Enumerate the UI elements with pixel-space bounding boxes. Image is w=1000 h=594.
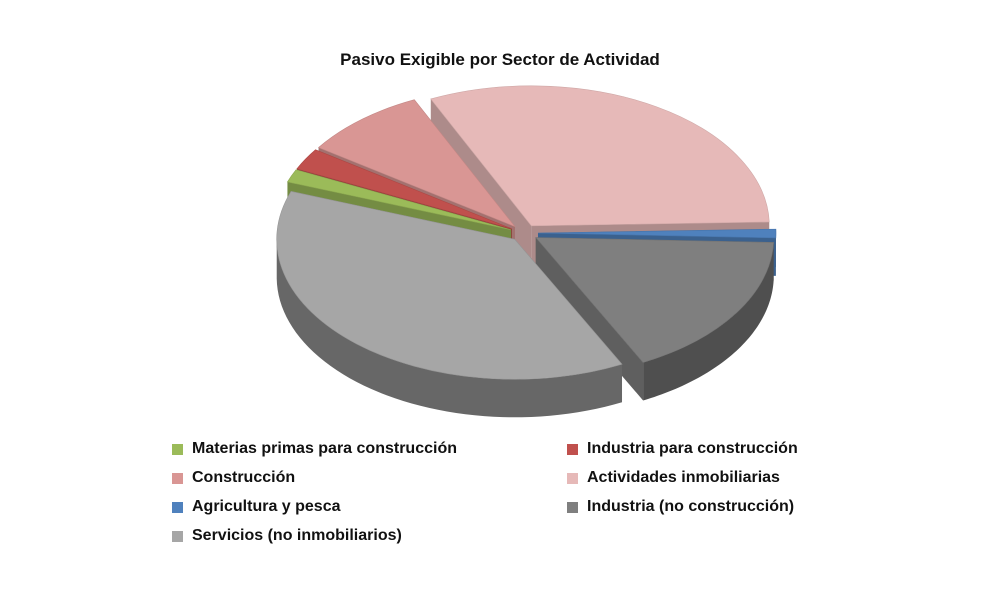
legend-swatch <box>172 530 183 542</box>
legend-label: Actividades inmobiliarias <box>587 469 780 486</box>
legend-label: Construcción <box>192 469 296 486</box>
legend-swatch <box>567 501 578 513</box>
pie-slice-edge <box>276 240 623 418</box>
legend-item: Industria para construcción <box>567 440 798 458</box>
legend-label: Agricultura y pesca <box>192 498 341 515</box>
legend-swatch <box>567 472 578 484</box>
legend-label: Industria para construcción <box>587 440 798 457</box>
legend-item: Actividades inmobiliarias <box>567 469 780 487</box>
legend-label: Materias primas para construcción <box>192 440 457 457</box>
legend-swatch <box>172 501 183 513</box>
pie-slice-top <box>276 191 623 380</box>
legend-swatch <box>172 443 183 455</box>
legend-item: Servicios (no inmobiliarios) <box>172 527 402 545</box>
pie-slice-top <box>296 149 512 230</box>
pie-slice-top <box>430 85 770 227</box>
legend-item: Construcción <box>172 469 295 487</box>
legend-item: Materias primas para construcción <box>172 440 457 458</box>
legend-item: Industria (no construcción) <box>567 498 794 516</box>
pie-slice-edge <box>643 242 774 401</box>
legend-swatch <box>172 472 183 484</box>
chart-title: Pasivo Exigible por Sector de Actividad <box>340 50 660 69</box>
legend-label: Servicios (no inmobiliarios) <box>192 527 402 544</box>
legend-label: Industria (no construcción) <box>587 498 795 515</box>
pie-slice <box>276 191 623 418</box>
legend-item: Agricultura y pesca <box>172 498 341 516</box>
pie-slice-top <box>535 237 774 363</box>
pie-slice-top <box>286 169 512 231</box>
pie-slice-top <box>317 99 516 228</box>
legend-swatch <box>567 443 578 455</box>
pie-slice-top <box>537 228 777 239</box>
pie-slice <box>535 237 774 401</box>
